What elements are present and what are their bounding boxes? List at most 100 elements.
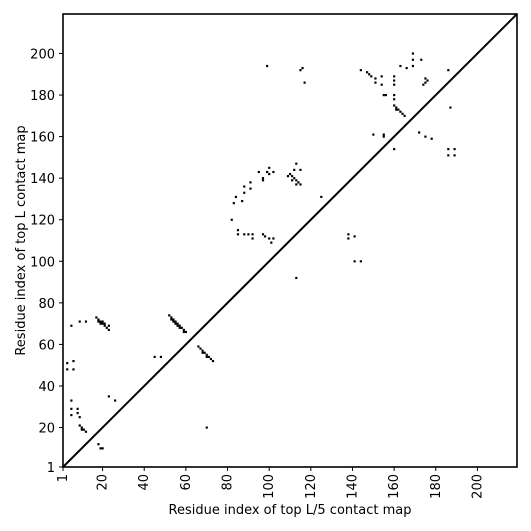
- contact-point: [384, 94, 387, 97]
- contact-point: [447, 148, 450, 151]
- contact-point: [205, 426, 208, 429]
- contact-point: [411, 64, 415, 68]
- contact-point: [266, 170, 269, 174]
- contact-point: [84, 320, 88, 323]
- contact-point: [411, 58, 415, 61]
- contact-point: [182, 330, 185, 334]
- contact-point: [205, 353, 208, 356]
- contact-point: [426, 79, 429, 82]
- contact-point: [295, 162, 298, 165]
- contact-point: [270, 241, 273, 244]
- contact-point: [393, 104, 396, 107]
- contact-point: [211, 359, 215, 363]
- contact-point: [447, 69, 450, 72]
- x-tick-label: 40: [137, 474, 152, 491]
- x-axis-label: Residue index of top L/5 contact map: [169, 503, 412, 518]
- contact-point: [241, 199, 244, 203]
- contact-point: [422, 83, 425, 86]
- contact-point: [293, 177, 296, 180]
- diagonal-line: [62, 13, 518, 468]
- contact-point: [301, 66, 304, 70]
- x-tick-label: 100: [262, 474, 277, 499]
- contact-point: [420, 58, 423, 61]
- contact-point: [424, 81, 427, 84]
- x-tick-label: 140: [345, 474, 360, 499]
- contact-point: [174, 322, 177, 325]
- contact-point: [101, 322, 104, 325]
- contact-point: [153, 355, 156, 359]
- contact-points: [66, 52, 456, 450]
- y-tick-label: 80: [38, 297, 55, 312]
- contact-point: [99, 322, 102, 325]
- contact-point: [372, 133, 375, 136]
- contact-point: [293, 168, 296, 171]
- contact-point: [201, 349, 204, 352]
- contact-point: [97, 320, 100, 323]
- contact-point: [261, 177, 265, 180]
- contact-point: [299, 69, 302, 72]
- contact-point: [236, 229, 240, 232]
- contact-point: [76, 411, 79, 415]
- x-tick-label: 200: [470, 474, 485, 499]
- x-axis: 1 20 40 60 80 100 120 140 160 180 200: [56, 467, 485, 499]
- contact-point: [95, 316, 98, 319]
- contact-point: [449, 106, 452, 109]
- x-tick-label: 80: [221, 474, 236, 491]
- contact-point: [411, 52, 415, 55]
- contact-point: [403, 114, 406, 117]
- contact-point: [268, 172, 271, 176]
- contact-point: [303, 81, 306, 84]
- contact-point: [382, 94, 385, 97]
- contact-point: [101, 320, 104, 323]
- contact-point: [251, 237, 254, 240]
- contact-point: [399, 110, 402, 113]
- contact-point: [368, 73, 371, 76]
- contact-point: [257, 170, 260, 174]
- contact-point: [266, 64, 269, 68]
- contact-point: [70, 399, 73, 402]
- contact-point: [103, 322, 106, 325]
- contact-point: [70, 414, 73, 417]
- contact-point: [382, 135, 385, 138]
- contact-point: [70, 407, 73, 410]
- contact-point: [172, 320, 175, 323]
- contact-point: [174, 320, 177, 323]
- contact-point: [80, 428, 83, 431]
- contact-point: [405, 66, 408, 70]
- x-tick-label: 120: [304, 474, 319, 499]
- x-tick-label: 60: [179, 474, 194, 491]
- contact-point: [99, 447, 102, 450]
- contact-point: [107, 328, 110, 331]
- contact-point: [347, 237, 350, 240]
- contact-point: [424, 77, 427, 80]
- contact-point: [295, 276, 298, 280]
- contact-point: [393, 94, 396, 97]
- contact-point: [295, 179, 298, 182]
- contact-point: [297, 181, 300, 184]
- contact-point: [197, 345, 200, 348]
- contact-point: [80, 426, 83, 429]
- contact-point: [374, 77, 377, 80]
- contact-point: [295, 183, 298, 186]
- contact-point: [170, 316, 173, 319]
- contact-point: [199, 347, 202, 350]
- contact-point: [299, 168, 302, 171]
- contact-point: [447, 154, 450, 157]
- contact-point: [205, 355, 208, 359]
- contact-point: [395, 106, 398, 109]
- contact-point: [291, 175, 294, 178]
- y-tick-label: 180: [30, 89, 55, 104]
- contact-point: [209, 357, 213, 361]
- contact-point: [207, 355, 210, 359]
- contact-point: [176, 322, 179, 325]
- contact-point: [178, 324, 181, 327]
- contact-point: [184, 330, 188, 334]
- contact-point: [66, 362, 69, 365]
- contact-point: [261, 233, 265, 236]
- contact-point: [268, 166, 271, 169]
- y-tick-label: 160: [30, 131, 55, 146]
- contact-point: [243, 191, 246, 194]
- contact-point: [101, 447, 104, 450]
- y-tick-label: 140: [30, 172, 55, 187]
- y-tick-label: 200: [30, 47, 55, 62]
